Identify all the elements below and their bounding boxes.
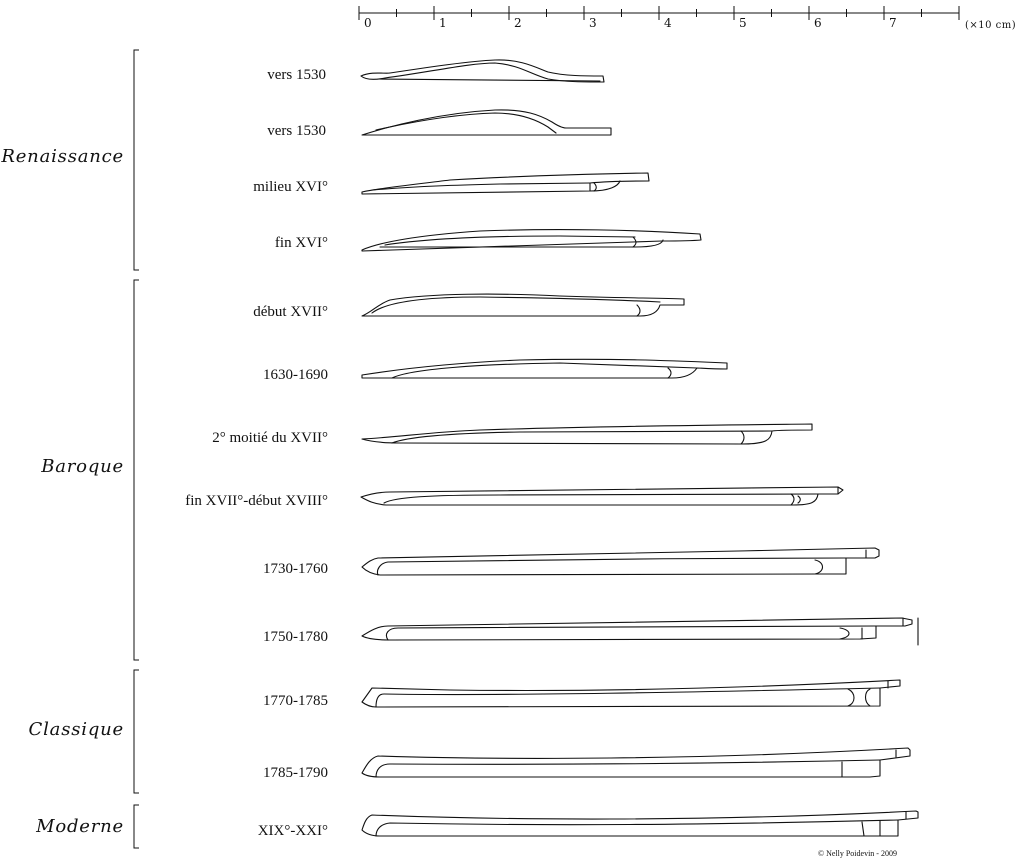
bow-label: fin XVII°-début XVIII° xyxy=(185,493,328,509)
period-label-classique: Classique xyxy=(29,719,124,740)
tick-label-4: 4 xyxy=(664,16,672,30)
copyright-credit: © Nelly Poidevin - 2009 xyxy=(818,849,897,858)
bow-drawing-5 xyxy=(362,294,684,316)
period-label-renaissance: Renaissance xyxy=(0,146,124,167)
bow-label: 1785-1790 xyxy=(263,765,328,781)
bow-label: 1730-1760 xyxy=(263,561,328,577)
tick-label-3: 3 xyxy=(589,16,597,30)
bow-drawing-3 xyxy=(362,173,649,194)
bow-drawing-9 xyxy=(362,548,879,575)
bow-label: 1750-1780 xyxy=(263,629,328,645)
scale-ruler: 0 1 2 3 4 5 6 7 (×10 cm) xyxy=(359,6,1016,31)
period-brackets: Renaissance Baroque Classique Moderne xyxy=(0,50,139,848)
bow-drawing-10 xyxy=(362,618,918,645)
bow-drawing-13 xyxy=(362,811,918,836)
bow-drawing-4 xyxy=(362,230,701,251)
bow-label: fin XVI° xyxy=(275,235,328,251)
tick-label-1: 1 xyxy=(439,16,447,30)
bow-label: 1770-1785 xyxy=(263,693,328,709)
tick-label-2: 2 xyxy=(514,16,522,30)
scale-unit-label: (×10 cm) xyxy=(965,20,1016,31)
bow-label: 1630-1690 xyxy=(263,367,328,383)
bow-label: XIX°-XXI° xyxy=(258,823,328,839)
bow-drawing-2 xyxy=(362,110,611,135)
bow-label: milieu XVI° xyxy=(253,179,328,195)
tick-label-6: 6 xyxy=(814,16,822,30)
bow-drawing-11 xyxy=(362,680,900,707)
bracket-moderne xyxy=(134,805,139,848)
bow-label: vers 1530 xyxy=(267,123,326,139)
bow-drawing-8 xyxy=(361,487,843,505)
bow-drawing-6 xyxy=(362,359,727,378)
tick-label-0: 0 xyxy=(364,16,372,30)
bow-drawing-12 xyxy=(362,748,910,777)
bow-drawing-7 xyxy=(362,424,812,444)
period-label-baroque: Baroque xyxy=(40,456,124,477)
bow-labels: vers 1530 vers 1530 milieu XVI° fin XVI°… xyxy=(185,67,328,839)
period-label-moderne: Moderne xyxy=(35,816,124,837)
tick-label-5: 5 xyxy=(739,16,747,30)
bow-drawing-1 xyxy=(361,60,604,82)
bow-label: début XVII° xyxy=(253,304,328,320)
bracket-classique xyxy=(134,670,139,793)
bracket-baroque xyxy=(134,280,139,660)
bracket-renaissance xyxy=(134,50,139,270)
bow-label: vers 1530 xyxy=(267,67,326,83)
tick-label-7: 7 xyxy=(889,16,897,30)
bow-label: 2° moitié du XVII° xyxy=(212,430,328,446)
bow-drawings xyxy=(361,60,918,836)
